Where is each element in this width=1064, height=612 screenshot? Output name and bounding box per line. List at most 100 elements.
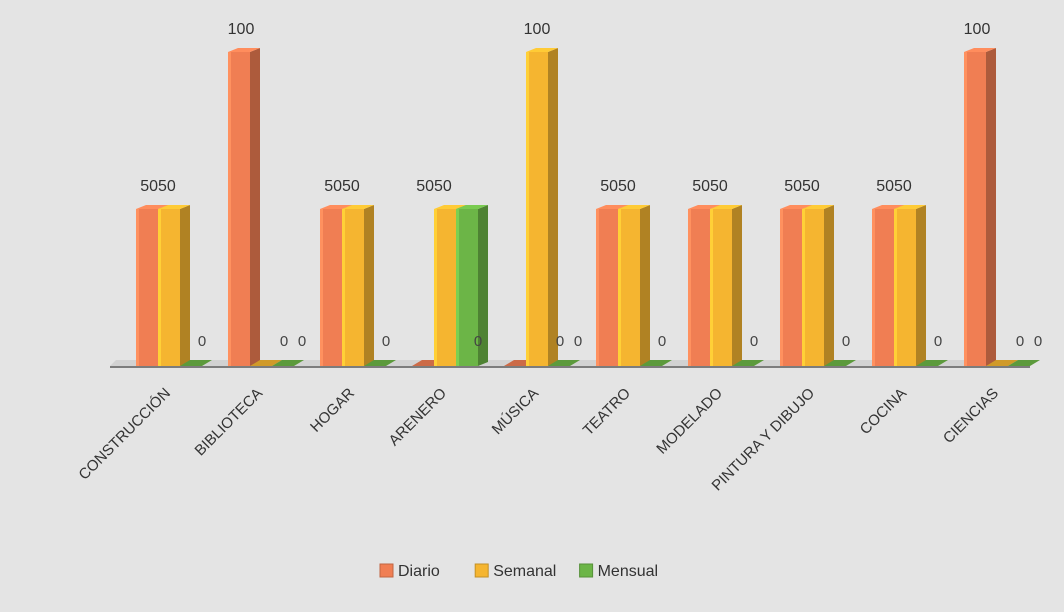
value-label-6: 5050	[600, 178, 636, 195]
legend-label-diario: Diario	[398, 563, 440, 580]
bar-zero-mensual-7	[732, 360, 764, 366]
bar-highlight-mensual-4	[456, 209, 459, 366]
bar-semanal-9	[894, 209, 916, 366]
bar-mensual-4	[456, 209, 478, 366]
bar-top-semanal-6	[618, 205, 650, 209]
zero-label-4-1: 0	[474, 333, 482, 350]
bar-top-semanal-3	[342, 205, 374, 209]
zero-label-5-2: 0	[574, 333, 582, 350]
value-label-4: 5050	[416, 178, 452, 195]
bar-top-semanal-7	[710, 205, 742, 209]
bar-semanal-3	[342, 209, 364, 366]
legend-swatch-semanal	[474, 563, 489, 578]
bar-zero-mensual-6	[640, 360, 672, 366]
bar-top-diario-6	[596, 205, 628, 209]
bar-diario-1	[136, 209, 158, 366]
bar-top-diario-8	[780, 205, 812, 209]
bar-highlight-diario-6	[596, 209, 599, 366]
bar-diario-6	[596, 209, 618, 366]
bar-highlight-semanal-7	[710, 209, 713, 366]
value-label-2: 100	[228, 21, 255, 38]
legend-label-mensual: Mensual	[598, 563, 658, 580]
bar-zero-semanal-10	[986, 360, 1018, 366]
category-label-10: CIENCIAS	[940, 385, 1002, 447]
bar-highlight-semanal-3	[342, 209, 345, 366]
category-label-3: HOGAR	[307, 385, 358, 436]
bar-top-semanal-9	[894, 205, 926, 209]
bar-side-semanal-5	[548, 48, 558, 366]
bar-side-semanal-3	[364, 205, 374, 366]
bar-zero-mensual-10	[1008, 360, 1040, 366]
category-label-4: ARENERO	[386, 385, 450, 449]
bar-semanal-1	[158, 209, 180, 366]
bar-side-diario-10	[986, 48, 996, 366]
bar-diario-10	[964, 52, 986, 366]
bar-highlight-semanal-9	[894, 209, 897, 366]
legend-swatch-mensual	[579, 563, 594, 578]
bar-top-semanal-8	[802, 205, 834, 209]
value-label-3: 5050	[324, 178, 360, 195]
category-label-7: MODELADO	[653, 385, 726, 458]
bar-side-semanal-1	[180, 205, 190, 366]
zero-label-2-1: 0	[280, 333, 288, 350]
bar-zero-mensual-1	[180, 360, 212, 366]
bar-side-mensual-4	[478, 205, 488, 366]
bar-top-semanal-5	[526, 48, 558, 52]
zero-label-10-2: 0	[1034, 333, 1042, 350]
value-label-9: 5050	[876, 178, 912, 195]
zero-label-10-1: 0	[1016, 333, 1024, 350]
bar-zero-mensual-8	[824, 360, 856, 366]
bar-diario-8	[780, 209, 802, 366]
bar-top-mensual-4	[456, 205, 488, 209]
zero-label-5-1: 0	[556, 333, 564, 350]
zero-label-2-2: 0	[298, 333, 306, 350]
bar-highlight-diario-9	[872, 209, 875, 366]
bar-top-diario-1	[136, 205, 168, 209]
category-label-6: TEATRO	[580, 385, 634, 439]
bar-semanal-8	[802, 209, 824, 366]
bar-diario-9	[872, 209, 894, 366]
bar-side-diario-2	[250, 48, 260, 366]
bar-side-semanal-6	[640, 205, 650, 366]
zero-label-3-1: 0	[382, 333, 390, 350]
value-label-8: 5050	[784, 178, 820, 195]
bar-side-semanal-8	[824, 205, 834, 366]
category-label-9: COCINA	[857, 385, 910, 438]
category-label-1: CONSTRUCCIÓN	[75, 385, 174, 484]
value-label-1: 5050	[140, 178, 176, 195]
value-label-10: 100	[964, 21, 991, 38]
bar-highlight-diario-10	[964, 52, 967, 366]
zero-label-7-1: 0	[750, 333, 758, 350]
bar-top-diario-10	[964, 48, 996, 52]
bar-highlight-semanal-8	[802, 209, 805, 366]
legend-swatch-diario	[379, 563, 394, 578]
category-label-2: BIBLIOTECA	[192, 385, 267, 460]
bar-side-semanal-9	[916, 205, 926, 366]
bar-zero-mensual-5	[548, 360, 580, 366]
bar-top-diario-3	[320, 205, 352, 209]
legend-label-semanal: Semanal	[493, 563, 556, 580]
bar-zero-semanal-2	[250, 360, 282, 366]
zero-label-6-1: 0	[658, 333, 666, 350]
bar-zero-mensual-2	[272, 360, 304, 366]
bar-highlight-diario-2	[228, 52, 231, 366]
value-label-7: 5050	[692, 178, 728, 195]
category-label-5: MÚSICA	[489, 385, 542, 438]
bar-highlight-diario-7	[688, 209, 691, 366]
bar-semanal-7	[710, 209, 732, 366]
bar-side-semanal-7	[732, 205, 742, 366]
bar-semanal-6	[618, 209, 640, 366]
bar-top-diario-9	[872, 205, 904, 209]
zero-label-8-1: 0	[842, 333, 850, 350]
bar-highlight-diario-8	[780, 209, 783, 366]
bar-zero-mensual-3	[364, 360, 396, 366]
bar-zero-mensual-9	[916, 360, 948, 366]
bar-top-semanal-4	[434, 205, 466, 209]
bar-diario-3	[320, 209, 342, 366]
bar-semanal-4	[434, 209, 456, 366]
bar-diario-7	[688, 209, 710, 366]
bar-highlight-semanal-6	[618, 209, 621, 366]
zero-label-9-1: 0	[934, 333, 942, 350]
